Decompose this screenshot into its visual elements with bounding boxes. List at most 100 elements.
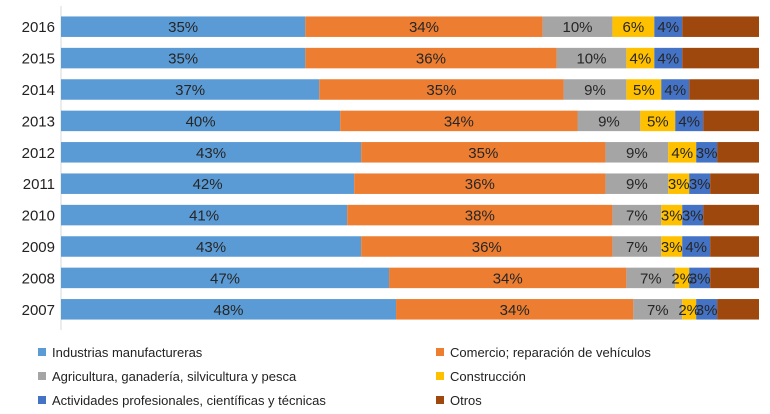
- bar-segment: [61, 110, 341, 132]
- bar-segment: [612, 236, 662, 257]
- legend-item: Industrias manufactureras: [38, 342, 202, 362]
- bar-segment: [640, 110, 676, 132]
- y-tick-label: 2013: [22, 113, 55, 130]
- legend-label: Actividades profesionales, científicas y…: [52, 392, 326, 408]
- bar-segment: [396, 299, 634, 320]
- data-label: 36%: [472, 239, 502, 256]
- legend-label: Otros: [450, 392, 482, 408]
- y-tick-label: 2008: [22, 270, 55, 287]
- data-label: 4%: [671, 145, 693, 162]
- data-label: 43%: [196, 145, 226, 162]
- bar-segment: [61, 267, 390, 289]
- bar-segment: [61, 236, 362, 257]
- bar-segment: [710, 236, 759, 257]
- bar-segment: [696, 299, 718, 320]
- bar-segment: [696, 142, 718, 163]
- data-label: 48%: [214, 302, 244, 319]
- bar-segment: [689, 173, 711, 194]
- bar-segment: [689, 267, 711, 289]
- bar-segment: [577, 110, 641, 132]
- bar-segment: [361, 142, 606, 163]
- legend-item: Agricultura, ganadería, silvicultura y p…: [38, 366, 296, 386]
- legend-swatch: [436, 372, 444, 380]
- data-label: 35%: [426, 82, 456, 99]
- data-label: 3%: [696, 302, 718, 319]
- bar-segment: [703, 204, 759, 226]
- bar-segment: [556, 47, 627, 69]
- data-label: 34%: [493, 270, 523, 287]
- bar-segment: [675, 267, 690, 289]
- y-tick-label: 2015: [22, 51, 55, 68]
- bar-segment: [668, 173, 690, 194]
- data-label: 2%: [678, 302, 700, 319]
- legend-swatch: [38, 372, 46, 380]
- legend-swatch: [38, 348, 46, 356]
- data-label: 7%: [640, 270, 662, 287]
- legend-item: Construcción: [436, 366, 526, 386]
- bar-segment: [542, 16, 613, 37]
- chart-legend: Industrias manufactureras Comercio; repar…: [0, 336, 770, 414]
- y-tick-label: 2007: [22, 302, 55, 319]
- legend-swatch: [38, 396, 46, 404]
- data-label: 3%: [689, 176, 711, 193]
- data-label: 34%: [500, 302, 530, 319]
- bar-segment: [689, 79, 759, 100]
- legend-label: Industrias manufactureras: [52, 344, 203, 360]
- data-label: 40%: [186, 113, 216, 130]
- bar-segment: [682, 299, 697, 320]
- data-label: 9%: [626, 145, 648, 162]
- bar-segment: [340, 110, 578, 132]
- bar-segment: [361, 236, 613, 257]
- y-tick-label: 2010: [22, 208, 55, 225]
- bar-segment: [682, 47, 759, 69]
- data-label: 7%: [647, 302, 669, 319]
- bar-segment: [710, 173, 759, 194]
- bar-segment: [319, 79, 564, 100]
- data-label: 34%: [444, 113, 474, 130]
- bar-segment: [61, 299, 397, 320]
- legend-swatch: [436, 396, 444, 404]
- bar-segment: [61, 173, 355, 194]
- bar-segment: [612, 16, 655, 37]
- bar-segment: [661, 236, 683, 257]
- bar-segment: [305, 47, 557, 69]
- bar-segment: [305, 16, 543, 37]
- bar-segment: [661, 79, 690, 100]
- data-label: 4%: [629, 51, 651, 68]
- data-label: 10%: [563, 19, 593, 36]
- data-label: 4%: [685, 239, 707, 256]
- data-label: 10%: [576, 51, 606, 68]
- data-labels-layer: 35% 34% 10% 6% 4%35% 36% 10% 4% 4%37% 35% 9% 5% 4%40…: [168, 19, 717, 319]
- legend-label: Comercio; reparación de vehículos: [450, 344, 651, 360]
- bar-segment: [710, 267, 759, 289]
- bar-segment: [563, 79, 627, 100]
- data-label: 36%: [416, 51, 446, 68]
- bar-segment: [347, 204, 613, 226]
- data-label: 3%: [696, 145, 718, 162]
- data-label: 3%: [689, 270, 711, 287]
- data-label: 9%: [584, 82, 606, 99]
- data-label: 35%: [168, 19, 198, 36]
- bar-segment: [654, 16, 683, 37]
- data-label: 7%: [626, 208, 648, 225]
- data-label: 6%: [623, 19, 645, 36]
- data-label: 5%: [633, 82, 655, 99]
- data-label: 2%: [671, 270, 693, 287]
- bars-layer: [61, 16, 759, 320]
- data-label: 3%: [661, 208, 683, 225]
- data-label: 4%: [657, 51, 679, 68]
- y-tick-label: 2012: [22, 145, 55, 162]
- bar-segment: [61, 142, 362, 163]
- bar-segment: [61, 47, 306, 69]
- bar-segment: [354, 173, 606, 194]
- legend-item: Comercio; reparación de vehículos: [436, 342, 651, 362]
- y-tick-label: 2009: [22, 239, 55, 256]
- bar-segment: [389, 267, 627, 289]
- data-label: 3%: [668, 176, 690, 193]
- bar-segment: [61, 16, 306, 37]
- bar-segment: [633, 299, 683, 320]
- bar-segment: [654, 47, 683, 69]
- bar-segment: [626, 47, 655, 69]
- y-tick-label: 2016: [22, 19, 55, 36]
- data-label: 35%: [168, 51, 198, 68]
